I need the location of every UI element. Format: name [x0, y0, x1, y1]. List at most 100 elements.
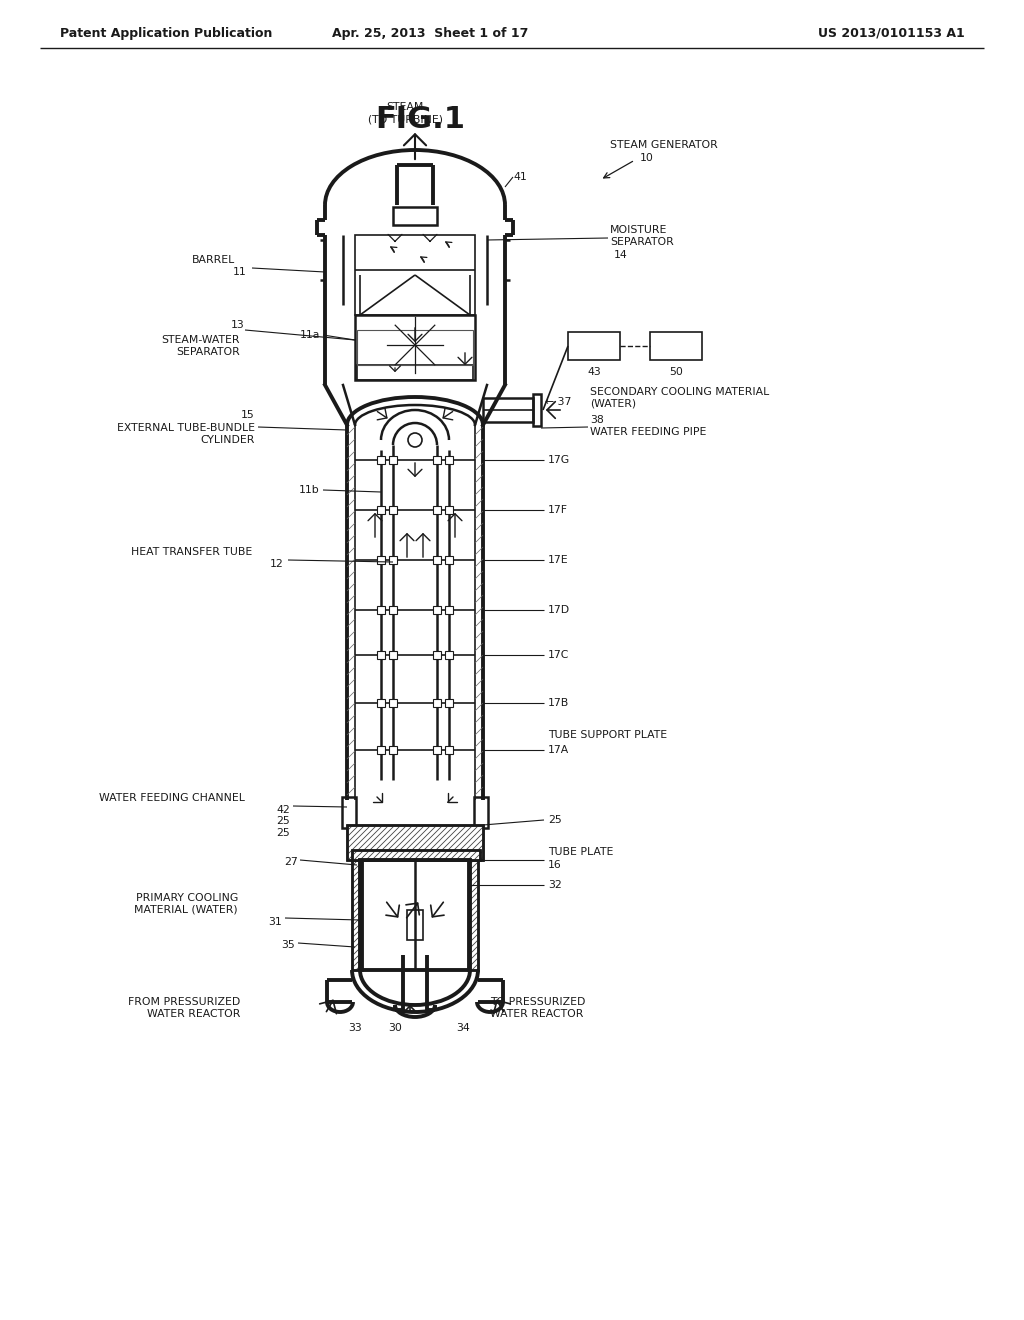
Bar: [342, 797, 356, 828]
Text: MOISTURE: MOISTURE: [610, 224, 668, 235]
Bar: [377, 556, 385, 564]
Bar: [445, 606, 453, 614]
Bar: [468, 861, 478, 970]
Text: 30: 30: [388, 1023, 402, 1034]
Text: US 2013/0101153 A1: US 2013/0101153 A1: [818, 26, 965, 40]
Bar: [389, 746, 397, 754]
Circle shape: [408, 433, 422, 447]
Text: 17D: 17D: [548, 605, 570, 615]
Bar: [445, 455, 453, 465]
Text: (WATER): (WATER): [590, 399, 636, 409]
Bar: [357, 330, 473, 366]
Bar: [433, 606, 441, 614]
Bar: [377, 651, 385, 659]
Text: WATER REACTOR: WATER REACTOR: [490, 1008, 584, 1019]
Text: 16: 16: [548, 861, 562, 870]
Text: 25: 25: [276, 816, 290, 826]
Text: TUBE SUPPORT PLATE: TUBE SUPPORT PLATE: [548, 730, 667, 741]
Text: Apr. 25, 2013  Sheet 1 of 17: Apr. 25, 2013 Sheet 1 of 17: [332, 26, 528, 40]
Bar: [352, 861, 362, 970]
Bar: [377, 746, 385, 754]
Text: 10: 10: [640, 153, 654, 162]
Text: FIG.1: FIG.1: [375, 106, 465, 135]
Text: (TO TURBINE): (TO TURBINE): [368, 115, 442, 125]
Text: 42: 42: [276, 805, 290, 814]
Text: WATER FEEDING PIPE: WATER FEEDING PIPE: [590, 426, 707, 437]
Bar: [377, 700, 385, 708]
Bar: [445, 506, 453, 513]
Text: ← 37: ← 37: [545, 397, 571, 407]
Text: 15: 15: [242, 411, 255, 420]
Text: 13: 13: [231, 319, 245, 330]
Text: STEAM-WATER: STEAM-WATER: [162, 335, 240, 345]
Bar: [377, 455, 385, 465]
Text: 11b: 11b: [299, 484, 319, 495]
Text: 17C: 17C: [548, 649, 569, 660]
Bar: [389, 606, 397, 614]
Text: 25: 25: [548, 814, 562, 825]
Bar: [389, 651, 397, 659]
Bar: [433, 651, 441, 659]
Bar: [407, 909, 423, 940]
Text: 12: 12: [270, 558, 284, 569]
Bar: [445, 700, 453, 708]
Bar: [534, 393, 541, 426]
Bar: [389, 506, 397, 513]
Bar: [474, 797, 488, 828]
Bar: [433, 700, 441, 708]
Text: STEAM GENERATOR: STEAM GENERATOR: [610, 140, 718, 150]
Text: 43: 43: [587, 367, 601, 378]
Text: 50: 50: [669, 367, 683, 378]
Text: WATER FEEDING CHANNEL: WATER FEEDING CHANNEL: [99, 793, 245, 803]
Text: 25: 25: [276, 828, 290, 838]
Bar: [389, 556, 397, 564]
Bar: [389, 455, 397, 465]
Text: EXTERNAL TUBE-BUNDLE: EXTERNAL TUBE-BUNDLE: [117, 422, 255, 433]
Bar: [352, 850, 480, 861]
Text: BARREL: BARREL: [191, 255, 234, 265]
Text: Patent Application Publication: Patent Application Publication: [60, 26, 272, 40]
Text: SECONDARY COOLING MATERIAL: SECONDARY COOLING MATERIAL: [590, 387, 769, 397]
Text: 17G: 17G: [548, 455, 570, 465]
Text: HEAT TRANSFER TUBE: HEAT TRANSFER TUBE: [131, 546, 252, 557]
Bar: [347, 825, 483, 861]
Bar: [433, 455, 441, 465]
Text: TUBE PLATE: TUBE PLATE: [548, 847, 613, 857]
Bar: [355, 315, 475, 380]
Text: FROM PRESSURIZED: FROM PRESSURIZED: [128, 997, 240, 1007]
Bar: [568, 333, 620, 360]
Bar: [433, 746, 441, 754]
Text: MATERIAL (WATER): MATERIAL (WATER): [134, 906, 238, 915]
Bar: [347, 825, 483, 861]
Bar: [377, 506, 385, 513]
Text: 38: 38: [590, 414, 604, 425]
Text: 17B: 17B: [548, 698, 569, 708]
Bar: [468, 861, 478, 970]
Text: STEAM: STEAM: [386, 102, 424, 112]
Text: 31: 31: [268, 917, 282, 927]
Text: 32: 32: [548, 880, 562, 890]
Text: SEPARATOR: SEPARATOR: [176, 347, 240, 356]
Bar: [352, 850, 480, 861]
Text: 27: 27: [285, 857, 298, 867]
Bar: [357, 366, 473, 380]
Text: CYLINDER: CYLINDER: [201, 436, 255, 445]
Bar: [360, 861, 470, 970]
Bar: [445, 651, 453, 659]
Text: 17A: 17A: [548, 744, 569, 755]
Bar: [393, 207, 437, 224]
Bar: [445, 556, 453, 564]
Bar: [650, 333, 702, 360]
Bar: [352, 861, 362, 970]
Bar: [433, 506, 441, 513]
Text: 14: 14: [614, 249, 628, 260]
Text: 34: 34: [456, 1023, 470, 1034]
Text: PRIMARY COOLING: PRIMARY COOLING: [136, 894, 238, 903]
Text: 41: 41: [513, 172, 526, 182]
Bar: [483, 399, 534, 422]
Text: 11a: 11a: [300, 330, 319, 341]
Text: 17F: 17F: [548, 506, 568, 515]
Text: SEPARATOR: SEPARATOR: [610, 238, 674, 247]
Bar: [377, 606, 385, 614]
Bar: [433, 556, 441, 564]
